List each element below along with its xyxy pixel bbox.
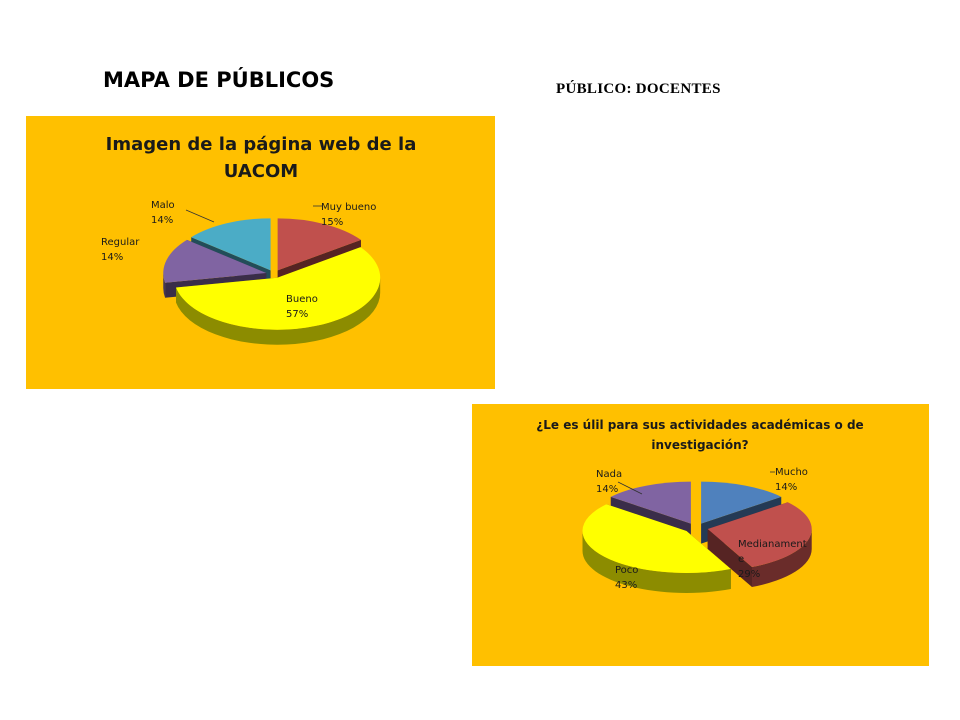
pie1-label-1: Bueno 57% <box>286 294 318 320</box>
pie2-label-1: Medianament e 29% <box>738 539 807 580</box>
chart-useful-for-activities: ¿Le es úlil para sus actividades académi… <box>472 404 929 666</box>
pie2-leader-3 <box>617 481 643 495</box>
pie2-title: ¿Le es úlil para sus actividades académi… <box>536 418 863 452</box>
pie2-slice-2 <box>582 504 731 593</box>
public-label: PÚBLICO: DOCENTES <box>556 81 721 97</box>
pie-chart-2: ¿Le es úlil para sus actividades académi… <box>536 418 864 593</box>
pie2-label-2: Poco 43% <box>615 565 638 591</box>
pie1-label-3: Malo 14% <box>151 200 175 226</box>
pie2-slice-1 <box>707 502 812 588</box>
pie-chart-1: Imagen de la página web de la UACOM Muy bu… <box>101 134 417 345</box>
chart-image-web-page: Imagen de la página web de la UACOM Muy bu… <box>26 116 495 389</box>
pie1-slice-1 <box>176 247 381 345</box>
pie1-label-0: Muy bueno 15% <box>321 202 376 228</box>
page-title: MAPA DE PÚBLICOS <box>103 68 335 92</box>
pie1-label-2: Regular 14% <box>101 237 140 263</box>
pie2-label-0: Mucho 14% <box>775 467 808 493</box>
pie1-leader-3 <box>185 209 215 223</box>
pie2-label-3: Nada 14% <box>596 469 622 495</box>
pie1-title: Imagen de la página web de la UACOM <box>106 134 417 182</box>
